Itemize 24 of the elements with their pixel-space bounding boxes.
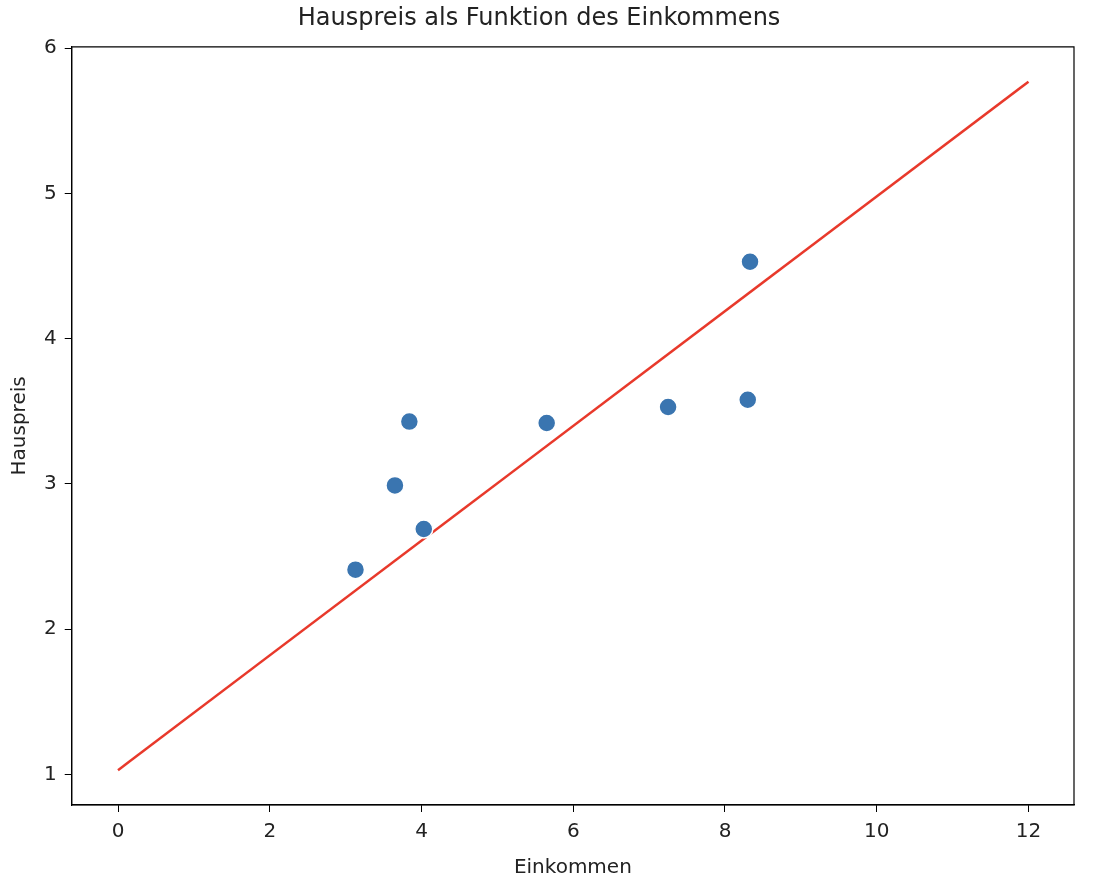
y-tick-label: 6 [43,34,57,59]
point [385,475,405,496]
point [658,397,678,417]
chart-title: Hauspreis als Funktion des Einkommens [297,2,781,31]
point [399,411,420,432]
y-tick-label: 3 [43,470,57,495]
y-axis-title: Hauspreis [6,376,31,476]
point [740,252,760,272]
point [738,390,758,410]
y-tick-label: 4 [43,324,57,349]
x-tick-label: 12 [1015,818,1042,843]
y-tick-label: 2 [43,615,57,640]
x-tick-label: 6 [566,818,580,843]
point [345,559,366,580]
point [414,519,434,539]
x-tick-label: 8 [718,818,732,843]
y-tick-label: 1 [43,760,57,785]
x-tick-label: 10 [864,818,890,843]
y-tick-label: 5 [43,179,57,204]
x-axis-title: Einkommen [513,854,632,879]
x-tick-label: 0 [111,818,125,843]
point [536,413,557,433]
x-tick-label: 4 [415,818,428,843]
x-tick-label: 2 [263,818,277,843]
